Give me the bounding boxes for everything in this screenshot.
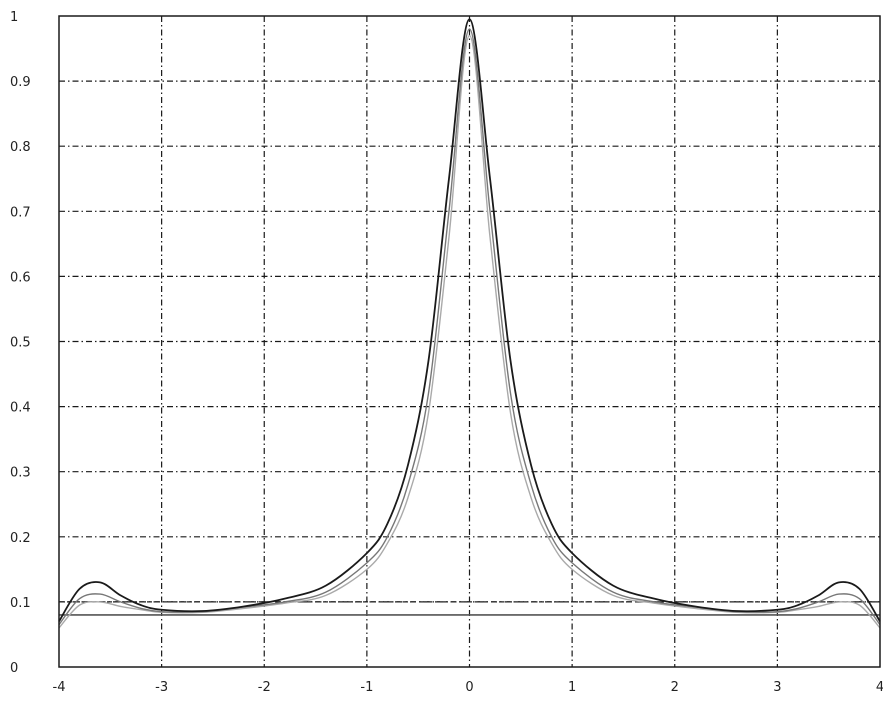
- y-tick-label: 0.4: [10, 401, 31, 416]
- y-tick-label: 0.1: [10, 596, 31, 611]
- x-tick-label: 4: [876, 680, 883, 695]
- x-tick-label: 1: [568, 680, 576, 695]
- x-tick-label: -4: [53, 680, 66, 695]
- y-tick-label: 0.9: [10, 75, 31, 90]
- y-tick-label: 0.3: [10, 466, 31, 481]
- x-tick-label: -3: [155, 680, 168, 695]
- x-tick-label: -2: [258, 680, 271, 695]
- grid-layer: [59, 16, 880, 667]
- x-tick-label: 3: [773, 680, 781, 695]
- y-tick-label: 0.8: [10, 140, 31, 155]
- x-tick-label: 0: [465, 680, 473, 695]
- x-tick-label: -1: [360, 680, 373, 695]
- y-tick-label: 1: [10, 10, 18, 25]
- y-tick-label: 0.6: [10, 270, 31, 285]
- y-tick-label: 0: [10, 661, 18, 676]
- y-tick-label: 0.5: [10, 336, 31, 351]
- y-tick-label: 0.2: [10, 531, 31, 546]
- y-tick-labels: 0 0.1 0.2 0.3 0.4 0.5 0.6 0.7 0.8 0.9 1: [10, 10, 31, 676]
- y-tick-label: 0.7: [10, 205, 31, 220]
- x-tick-label: 2: [671, 680, 679, 695]
- x-tick-labels: -4 -3 -2 -1 0 1 2 3 4: [53, 680, 883, 695]
